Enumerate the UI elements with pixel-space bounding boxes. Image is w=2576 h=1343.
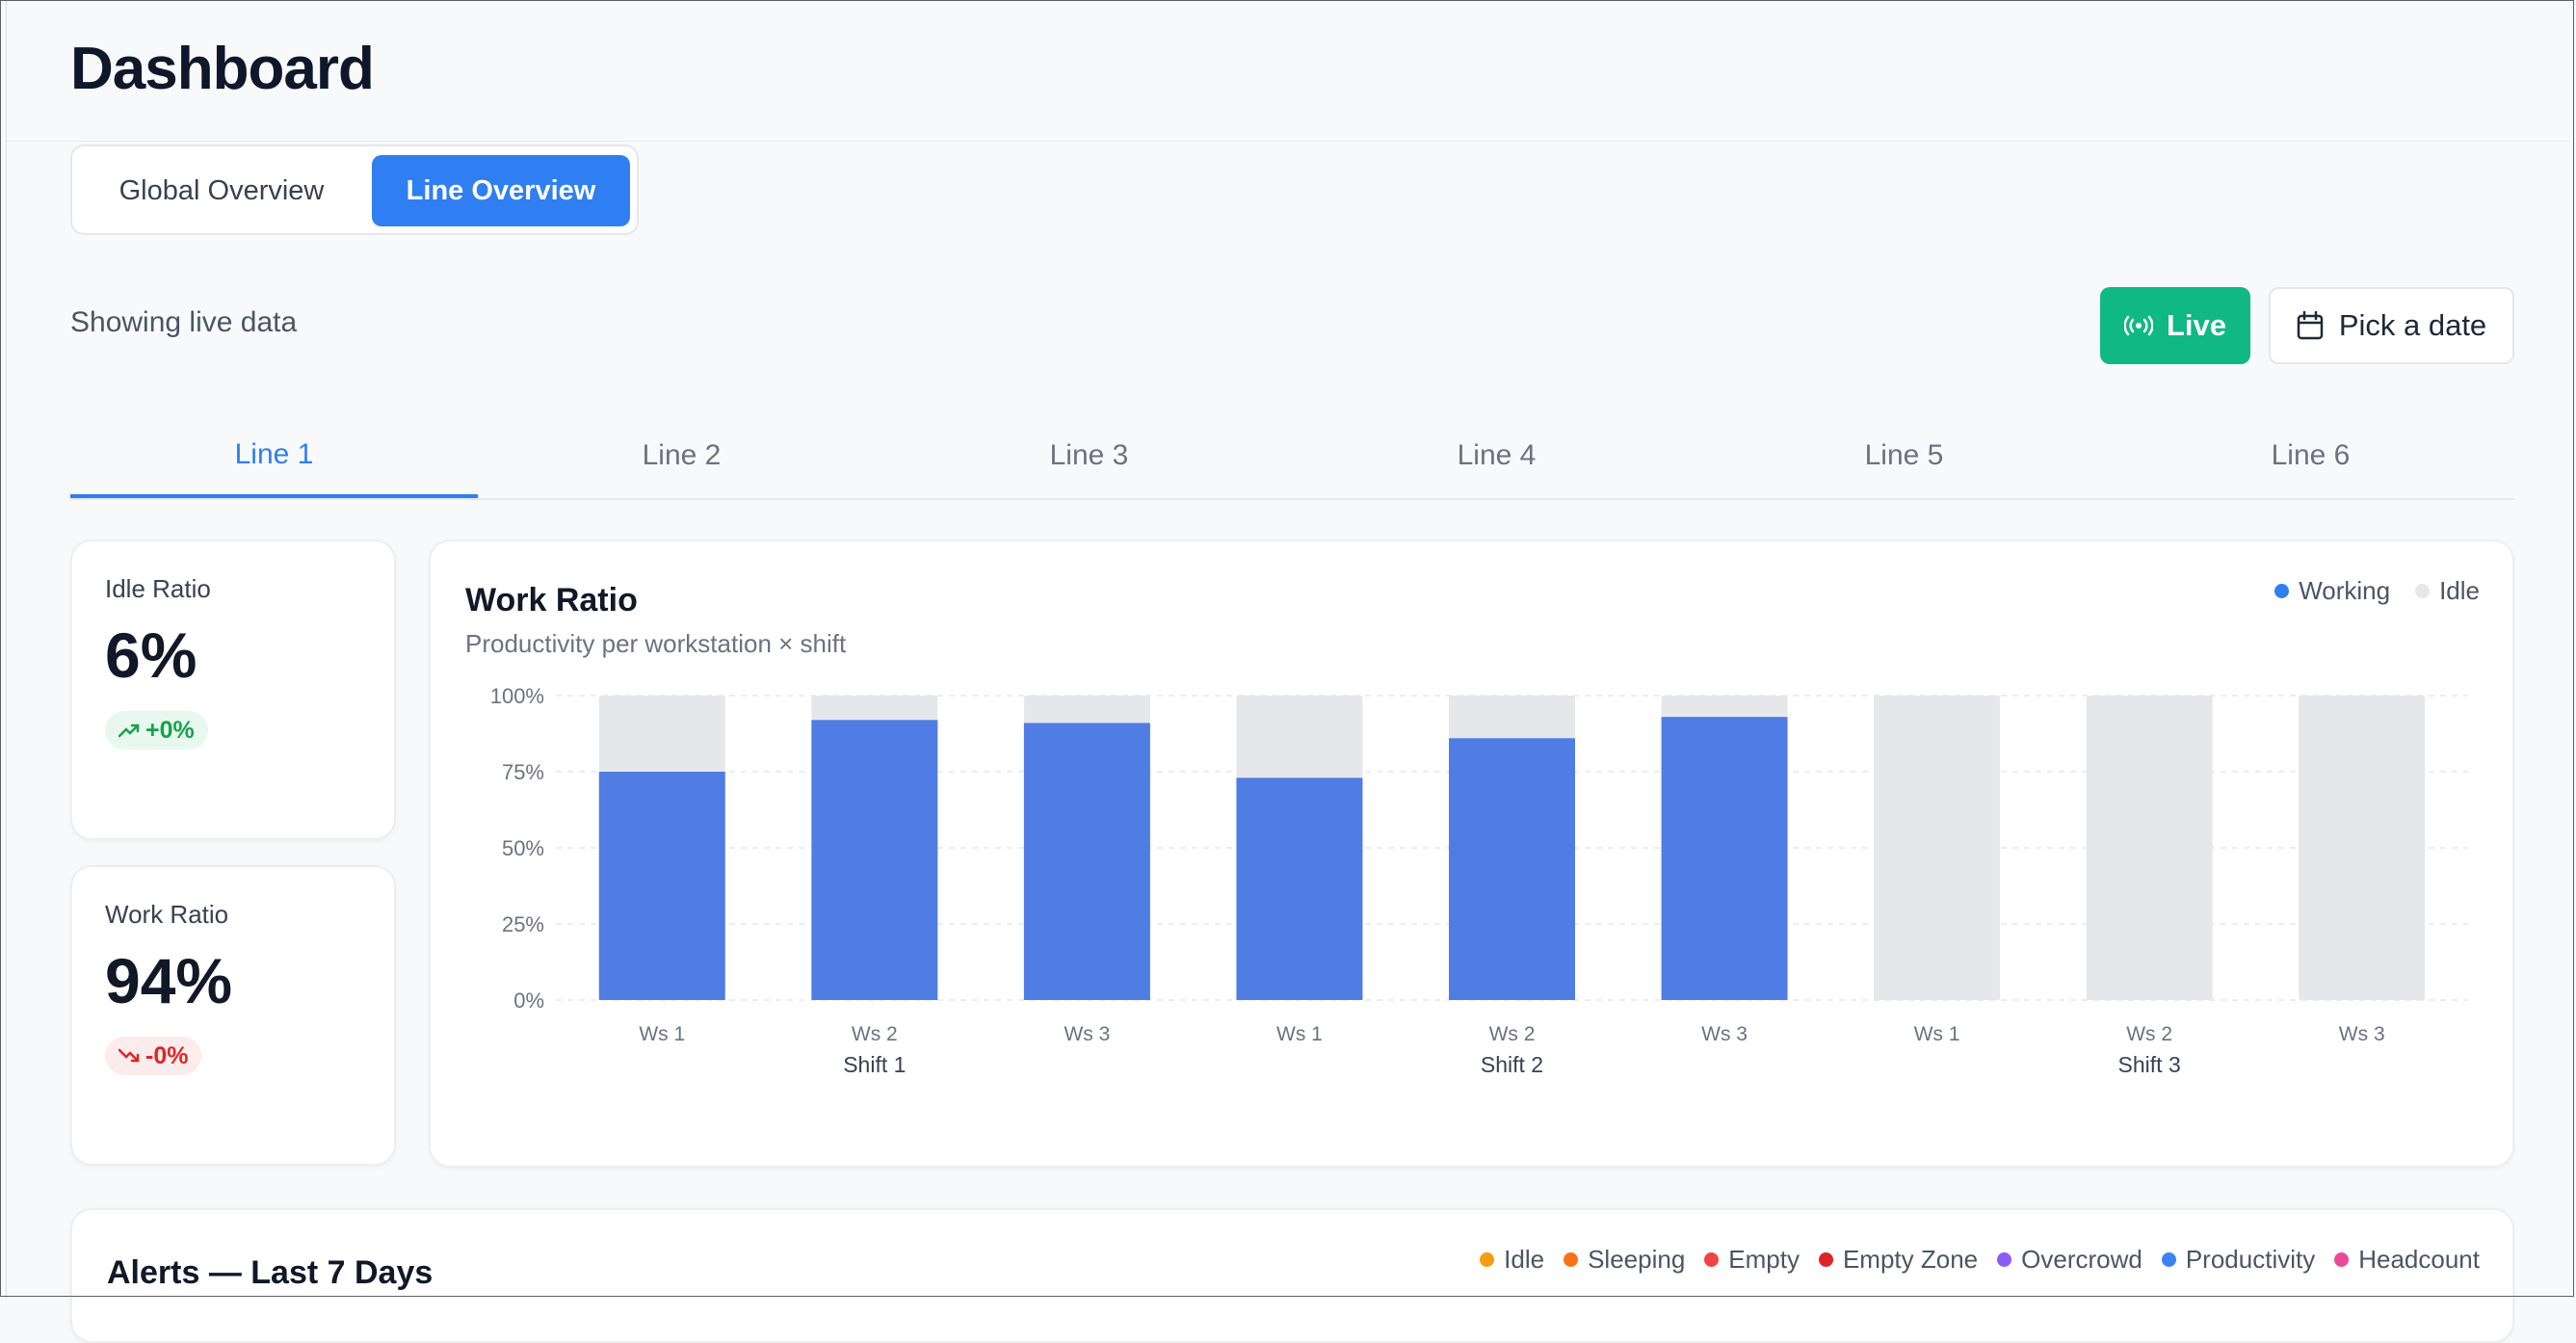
work-ratio-change: -0% (145, 1041, 189, 1069)
left-border (6, 0, 7, 1299)
alerts-legend-item-empty-zone[interactable]: Empty Zone (1818, 1245, 1979, 1275)
x-group-label: Shift 2 (1481, 1052, 1543, 1077)
idle-ratio-label: Idle Ratio (105, 574, 211, 603)
bar-idle (1023, 696, 1150, 724)
tab-line-5[interactable]: Line 5 (1864, 438, 1944, 471)
alerts-legend: Idle Sleeping Empty Empty Zone Overcrowd Prod… (1480, 1245, 2480, 1275)
alerts-legend-label: Idle (1504, 1245, 1545, 1274)
calendar-icon (2297, 311, 2324, 340)
trend-up-icon (118, 724, 140, 738)
x-tick-label: Ws 3 (1064, 1023, 1110, 1045)
alerts-legend-item-idle[interactable]: Idle (1480, 1245, 1544, 1275)
alerts-legend-item-empty[interactable]: Empty (1704, 1245, 1800, 1275)
idle-ratio-card: Idle Ratio 6% +0% (70, 540, 396, 840)
idle-ratio-change: +0% (145, 716, 195, 744)
live-label: Live (2166, 308, 2227, 342)
x-group-label: Shift 1 (843, 1052, 906, 1077)
alerts-legend-dot (1997, 1252, 2012, 1267)
x-tick-label: Ws 1 (1914, 1023, 1960, 1045)
x-tick-label: Ws 1 (1276, 1023, 1323, 1045)
broadcast-icon (2123, 315, 2153, 336)
alerts-card: Alerts — Last 7 Days Idle Sleeping Empty Em… (70, 1208, 2514, 1343)
alerts-legend-label: Headcount (2358, 1245, 2480, 1274)
line-overview-tab[interactable]: Line Overview (372, 155, 630, 226)
pick-date-button[interactable]: Pick a date (2269, 287, 2514, 364)
bar-idle (2299, 696, 2426, 1000)
work-ratio-label: Work Ratio (105, 900, 229, 929)
bar-working (1236, 777, 1363, 1000)
tab-line-6[interactable]: Line 6 (2271, 438, 2351, 471)
alerts-legend-dot (2334, 1252, 2350, 1267)
alerts-legend-item-overcrowd[interactable]: Overcrowd (1997, 1245, 2142, 1275)
work-ratio-value: 94% (105, 945, 233, 1016)
legend-item-idle[interactable]: Idle (2415, 576, 2480, 606)
pick-date-label: Pick a date (2338, 308, 2487, 342)
live-button[interactable]: Live (2100, 287, 2250, 364)
alerts-legend-dot (1704, 1252, 1720, 1267)
bar-idle (1661, 696, 1788, 718)
alerts-title: Alerts — Last 7 Days (107, 1254, 434, 1291)
x-tick-label: Ws 1 (639, 1023, 685, 1045)
bar-working (598, 772, 725, 1000)
chart-title: Work Ratio (465, 582, 638, 619)
header-bar (7, 0, 2569, 142)
idle-ratio-value: 6% (105, 619, 197, 691)
legend-label-working: Working (2299, 576, 2391, 605)
chart-subtitle: Productivity per workstation × shift (465, 629, 847, 658)
y-tick-label: 0% (513, 988, 544, 1013)
y-tick-label: 50% (502, 836, 544, 860)
work-ratio-change-badge: -0% (105, 1037, 202, 1075)
x-tick-label: Ws 3 (2339, 1023, 2385, 1045)
legend-dot-working (2274, 584, 2290, 598)
idle-ratio-change-badge: +0% (105, 711, 208, 750)
y-tick-label: 25% (502, 912, 544, 936)
alerts-legend-label: Overcrowd (2021, 1245, 2142, 1274)
data-status-text: Showing live data (70, 306, 298, 338)
global-overview-tab[interactable]: Global Overview (118, 174, 325, 206)
tab-line-1[interactable]: Line 1 (70, 414, 478, 498)
work-ratio-kpi-card: Work Ratio 94% -0% (70, 865, 396, 1166)
bar-idle (1236, 696, 1363, 778)
trend-down-icon (118, 1048, 140, 1063)
tab-line-2[interactable]: Line 2 (642, 438, 722, 471)
alerts-legend-label: Productivity (2185, 1245, 2316, 1274)
alerts-legend-label: Empty Zone (1842, 1245, 1979, 1274)
alerts-legend-item-headcount[interactable]: Headcount (2334, 1245, 2480, 1275)
alerts-legend-label: Sleeping (1588, 1245, 1686, 1274)
work-ratio-chart-card: Work Ratio Productivity per workstation … (429, 540, 2514, 1168)
x-tick-label: Ws 2 (852, 1023, 898, 1045)
y-tick-label: 75% (502, 760, 544, 784)
bar-working (1661, 717, 1788, 1000)
view-switch: Global Overview Line Overview (70, 145, 639, 235)
work-ratio-chart: 0% 25% 50% 75% 100% Ws 1 Ws 2 Ws 3 Ws 1 Ws 2 Ws 3 W… (490, 684, 2468, 1077)
bar-working (811, 720, 938, 1000)
bar-idle (2086, 696, 2213, 1000)
bar-idle (811, 696, 938, 721)
bar-working (1449, 738, 1575, 1000)
bar-idle (1874, 696, 2001, 1000)
x-tick-label: Ws 2 (2126, 1023, 2172, 1045)
alerts-legend-dot (1818, 1252, 1833, 1267)
alerts-legend-dot (1564, 1252, 1579, 1267)
legend-label-idle: Idle (2439, 576, 2480, 605)
bar-working (1023, 723, 1150, 1000)
legend-dot-idle (2415, 584, 2431, 598)
chart-legend: Working Idle (2274, 576, 2480, 606)
alerts-legend-dot (1480, 1252, 1495, 1267)
alerts-legend-label: Empty (1728, 1245, 1800, 1274)
tab-line-4[interactable]: Line 4 (1457, 438, 1537, 471)
alerts-legend-dot (2161, 1252, 2176, 1267)
legend-item-working[interactable]: Working (2274, 576, 2390, 606)
tab-line-3[interactable]: Line 3 (1049, 438, 1129, 471)
alerts-legend-item-productivity[interactable]: Productivity (2161, 1245, 2316, 1275)
bar-idle (598, 696, 725, 772)
alerts-legend-item-sleeping[interactable]: Sleeping (1564, 1245, 1685, 1275)
bar-idle (1449, 696, 1575, 739)
x-tick-label: Ws 2 (1489, 1023, 1536, 1045)
page-title: Dashboard (70, 36, 375, 102)
x-tick-label: Ws 3 (1701, 1023, 1748, 1045)
x-group-label: Shift 3 (2118, 1052, 2181, 1077)
line-tabs: Line 1 Line 2 Line 3 Line 4 Line 5 Line … (70, 414, 2514, 500)
y-tick-label: 100% (490, 684, 544, 708)
